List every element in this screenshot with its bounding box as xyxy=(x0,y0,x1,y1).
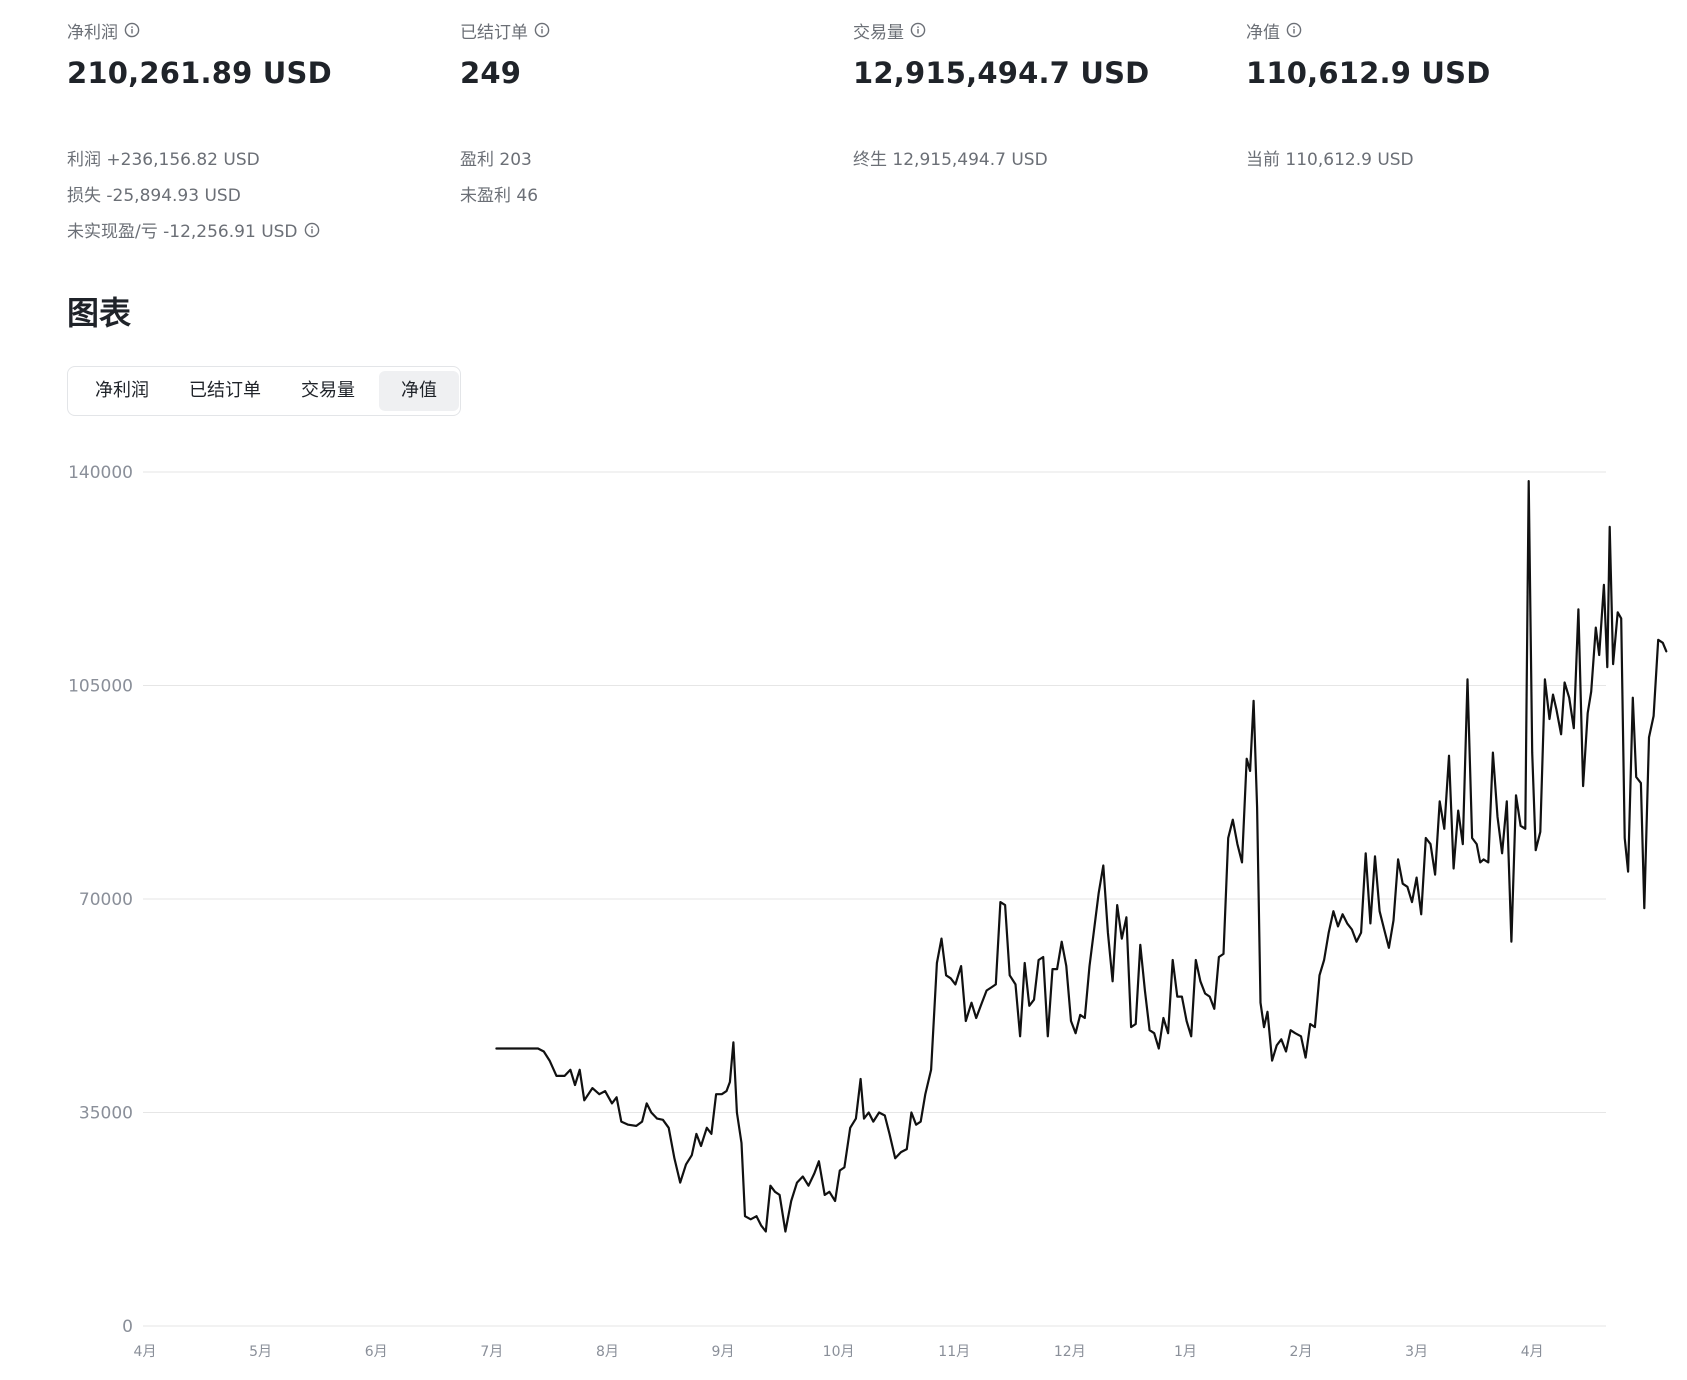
chart-tabs: 净利润 已结订单 交易量 净值 xyxy=(67,366,461,416)
y-tick-label: 35000 xyxy=(79,1104,133,1124)
x-tick-label: 8月 xyxy=(596,1344,619,1360)
stat-label-closed-orders: 已结订单 xyxy=(460,22,528,43)
x-tick-label: 10月 xyxy=(823,1344,855,1360)
x-tick-label: 12月 xyxy=(1054,1344,1086,1360)
x-tick-label: 4月 xyxy=(134,1344,157,1360)
x-tick-label: 7月 xyxy=(480,1344,503,1360)
x-tick-label: 2月 xyxy=(1290,1344,1313,1360)
x-tick-label: 9月 xyxy=(712,1344,735,1360)
info-icon[interactable] xyxy=(304,222,320,238)
series-line-equity xyxy=(495,480,1668,1233)
stat-volume: 交易量 12,915,494.7 USD xyxy=(853,18,1233,91)
stat-value-equity: 110,612.9 USD xyxy=(1246,56,1491,90)
x-tick-label: 1月 xyxy=(1174,1344,1197,1360)
x-tick-label: 11月 xyxy=(938,1344,970,1360)
tab-net-profit[interactable]: 净利润 xyxy=(95,380,149,401)
y-tick-label: 105000 xyxy=(68,677,133,697)
info-icon[interactable] xyxy=(534,22,550,38)
detail-unrealized: 未实现盈/亏 -12,256.91 USD xyxy=(67,222,298,242)
x-tick-label: 3月 xyxy=(1405,1344,1428,1360)
info-icon[interactable] xyxy=(124,22,140,38)
stat-label-equity: 净值 xyxy=(1246,22,1280,43)
y-tick-label: 0 xyxy=(122,1317,133,1337)
detail-profit: 利润 +236,156.82 USD xyxy=(67,150,260,170)
stat-label-net-profit: 净利润 xyxy=(67,22,118,43)
y-tick-label: 70000 xyxy=(79,890,133,910)
stat-label-volume: 交易量 xyxy=(853,22,904,43)
stat-equity: 净值 110,612.9 USD xyxy=(1246,18,1626,91)
tab-closed-orders[interactable]: 已结订单 xyxy=(189,380,261,401)
stat-value-closed-orders: 249 xyxy=(460,56,522,90)
stat-closed-orders: 已结订单 249 xyxy=(460,18,840,90)
stat-value-volume: 12,915,494.7 USD xyxy=(853,56,1150,90)
stats-section: 净利润 210,261.89 USD 已结订单 249 交易量 12,915,4… xyxy=(0,0,1687,260)
info-icon[interactable] xyxy=(1286,22,1302,38)
tab-equity[interactable]: 净值 xyxy=(379,371,459,411)
detail-loss: 损失 -25,894.93 USD xyxy=(67,186,241,206)
section-title: 图表 xyxy=(67,294,132,332)
detail-unprofitable: 未盈利 46 xyxy=(460,186,539,206)
equity-chart: 0 35000 70000 105000 140000 4月 5月 6月 7月 8月 9月 10月 11… xyxy=(68,463,1668,1360)
x-tick-label: 4月 xyxy=(1521,1344,1544,1360)
stat-value-net-profit: 210,261.89 USD xyxy=(67,56,332,90)
y-tick-label: 140000 xyxy=(68,463,133,483)
detail-current: 当前 110,612.9 USD xyxy=(1246,150,1414,170)
detail-profitable: 盈利 203 xyxy=(460,150,532,170)
detail-lifetime: 终生 12,915,494.7 USD xyxy=(853,150,1048,170)
info-icon[interactable] xyxy=(910,22,926,38)
x-tick-label: 5月 xyxy=(249,1344,272,1360)
x-tick-label: 6月 xyxy=(365,1344,388,1360)
detail-unrealized-row: 未实现盈/亏 -12,256.91 USD xyxy=(67,217,320,242)
stat-net-profit: 净利润 210,261.89 USD xyxy=(67,18,447,91)
tab-volume[interactable]: 交易量 xyxy=(301,380,355,401)
